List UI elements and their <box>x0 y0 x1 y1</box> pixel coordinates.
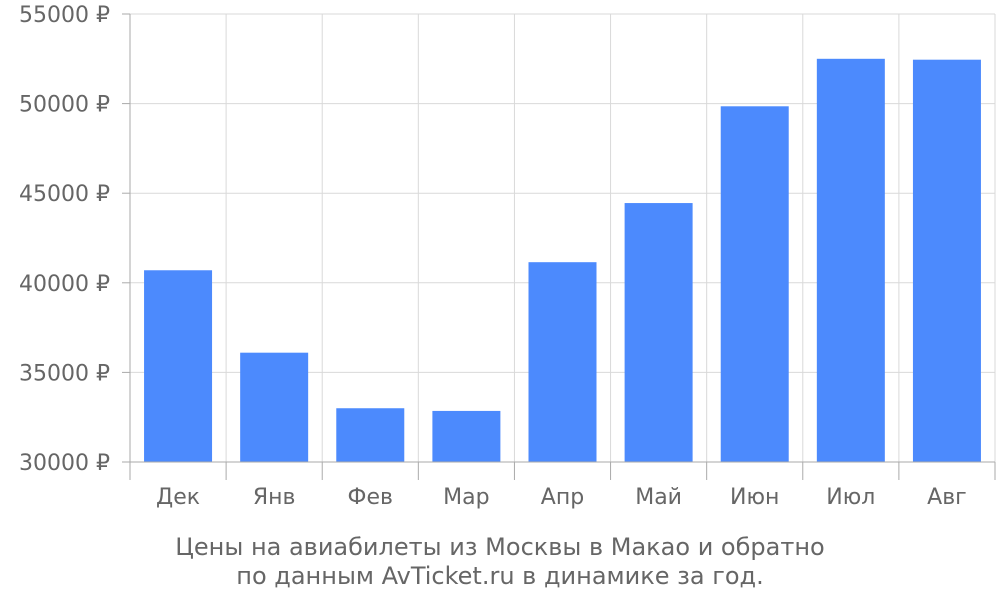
x-tick-label: Июн <box>730 485 779 510</box>
bar-chart: 30000 ₽ 35000 ₽ 40000 ₽ 45000 ₽ 50000 ₽ 55000… <box>19 3 996 510</box>
y-tick-labels: 30000 ₽ 35000 ₽ 40000 ₽ 45000 ₽ 50000 ₽ 55000… <box>19 3 110 476</box>
x-tick-label: Янв <box>253 485 296 510</box>
chart-caption-line-2: по данным AvTicket.ru в динамике за год. <box>236 562 764 590</box>
bar <box>912 59 981 463</box>
y-tick-label: 35000 ₽ <box>19 361 110 386</box>
x-tick-label: Мар <box>443 485 489 510</box>
x-tick-label: Май <box>635 485 682 510</box>
x-tick-label: Июл <box>826 485 875 510</box>
y-tick-label: 50000 ₽ <box>19 93 110 118</box>
bar <box>624 203 693 462</box>
bars <box>144 58 981 463</box>
x-tick-label: Фев <box>348 485 393 510</box>
y-tick-label: 55000 ₽ <box>19 3 110 28</box>
grid-lines <box>130 13 996 463</box>
y-tick-label: 30000 ₽ <box>19 451 110 476</box>
bar <box>432 410 501 462</box>
bar <box>240 352 309 462</box>
bar <box>144 270 213 462</box>
bar <box>720 106 789 463</box>
x-tick-label: Апр <box>541 485 584 510</box>
y-tick-label: 40000 ₽ <box>19 272 110 297</box>
bar <box>336 408 405 462</box>
axes <box>122 13 996 480</box>
chart-caption-line-1: Цены на авиабилеты из Москвы в Макао и о… <box>175 533 825 561</box>
x-tick-labels: Дек Янв Фев Мар Апр Май Июн Июл Авг <box>156 485 967 510</box>
y-tick-label: 45000 ₽ <box>19 182 110 207</box>
bar <box>816 58 885 463</box>
x-tick-label: Дек <box>156 485 200 510</box>
x-tick-label: Авг <box>927 485 967 510</box>
bar <box>528 262 597 462</box>
